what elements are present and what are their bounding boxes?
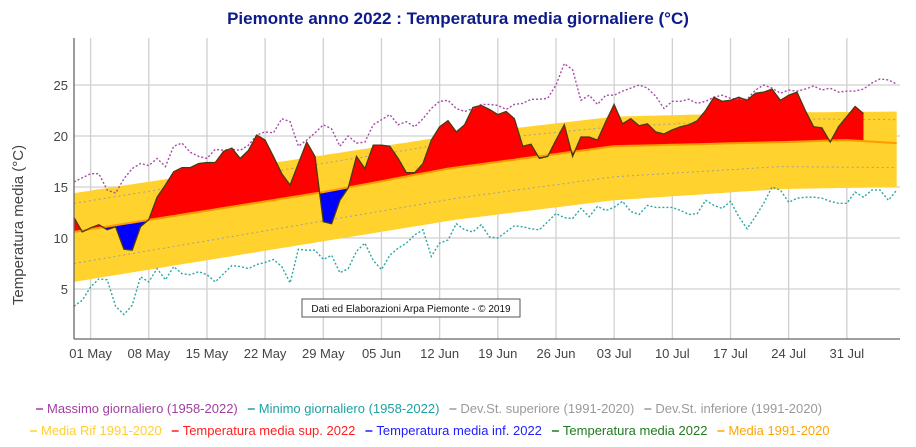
y-tick-label: 5 (61, 282, 68, 297)
legend-item[interactable]: Dev.St. superiore (1991-2020) (449, 401, 634, 416)
temperatura-media-2022-line (73, 88, 864, 251)
chart-title: Piemonte anno 2022 : Temperatura media g… (227, 9, 689, 28)
legend-label: Media Rif 1991-2020 (41, 423, 162, 438)
massimo-giornaliero-line (73, 62, 898, 194)
media-1991-2020-line (73, 139, 897, 233)
legend-label: Temperatura media sup. 2022 (183, 423, 356, 438)
credit-text: Dati ed Elaborazioni Arpa Piemonte - © 2… (311, 304, 511, 315)
y-tick-label: 10 (54, 231, 68, 246)
y-tick-label: 25 (54, 78, 68, 93)
temperatura-media-sup-area (74, 89, 864, 232)
legend-item[interactable]: Dev.St. inferiore (1991-2020) (644, 401, 822, 416)
x-tick-label: 08 May (127, 346, 170, 361)
x-tick-label: 01 May (69, 346, 112, 361)
plot-marks (73, 62, 898, 316)
legend-label: Dev.St. inferiore (1991-2020) (655, 401, 822, 416)
legend-label: Dev.St. superiore (1991-2020) (460, 401, 634, 416)
x-tick-label: 31 Jul (829, 346, 864, 361)
y-axis-label: Temperatura media (°C) (10, 145, 27, 305)
x-tick-label: 29 May (302, 346, 345, 361)
legend-item[interactable]: Temperatura media sup. 2022 (171, 423, 356, 438)
x-tick-label: 10 Jul (655, 346, 690, 361)
x-tick-label: 26 Jun (536, 346, 575, 361)
minimo-giornaliero-line (73, 186, 898, 316)
legend-label: Massimo giornaliero (1958-2022) (47, 401, 238, 416)
legend-label: Temperatura media 2022 (563, 423, 708, 438)
x-tick-label: 12 Jun (420, 346, 459, 361)
x-tick-label: 17 Jul (713, 346, 748, 361)
legend-item[interactable]: Massimo giornaliero (1958-2022) (36, 401, 238, 416)
legend-item[interactable]: Temperatura media 2022 (551, 423, 708, 438)
axes: 5 10 15 20 25 01 May 08 May 15 May 22 May 29 May 0… (54, 38, 900, 361)
x-tick-label: 15 May (186, 346, 229, 361)
legend-item[interactable]: Temperatura media inf. 2022 (365, 423, 542, 438)
legend-label: Media 1991-2020 (728, 423, 829, 438)
media-rif-band (74, 111, 897, 282)
legend-label: Minimo giornaliero (1958-2022) (259, 401, 440, 416)
x-tick-label: 19 Jun (478, 346, 517, 361)
legend-item[interactable]: Media Rif 1991-2020 (30, 423, 162, 438)
legend-item[interactable]: Media 1991-2020 (717, 423, 830, 438)
legend: Massimo giornaliero (1958-2022) Minimo gi… (30, 401, 830, 438)
y-tick-label: 15 (54, 180, 68, 195)
legend-label: Temperatura media inf. 2022 (376, 423, 541, 438)
legend-item[interactable]: Minimo giornaliero (1958-2022) (247, 401, 440, 416)
x-tick-label: 05 Jun (362, 346, 401, 361)
y-tick-label: 20 (54, 129, 68, 144)
x-tick-label: 24 Jul (771, 346, 806, 361)
x-tick-label: 22 May (244, 346, 287, 361)
x-tick-label: 03 Jul (597, 346, 632, 361)
credit-box: Dati ed Elaborazioni Arpa Piemonte - © 2… (301, 298, 521, 318)
